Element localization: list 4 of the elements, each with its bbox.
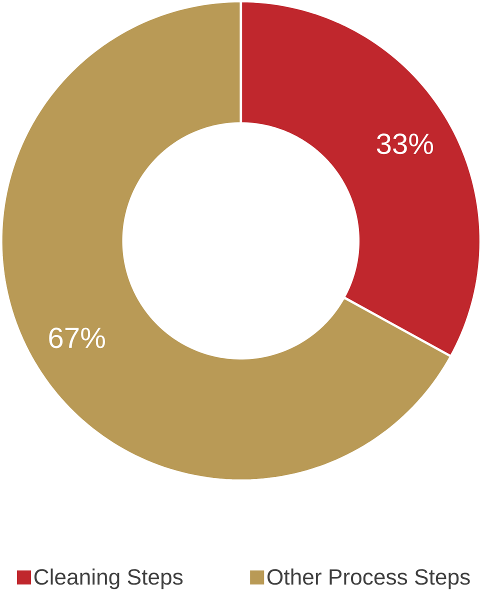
data-label: 67% (49, 328, 106, 348)
legend-label: Cleaning Steps (34, 568, 183, 590)
data-label: 33% (377, 134, 434, 154)
legend-label: Other Process Steps (268, 568, 470, 590)
